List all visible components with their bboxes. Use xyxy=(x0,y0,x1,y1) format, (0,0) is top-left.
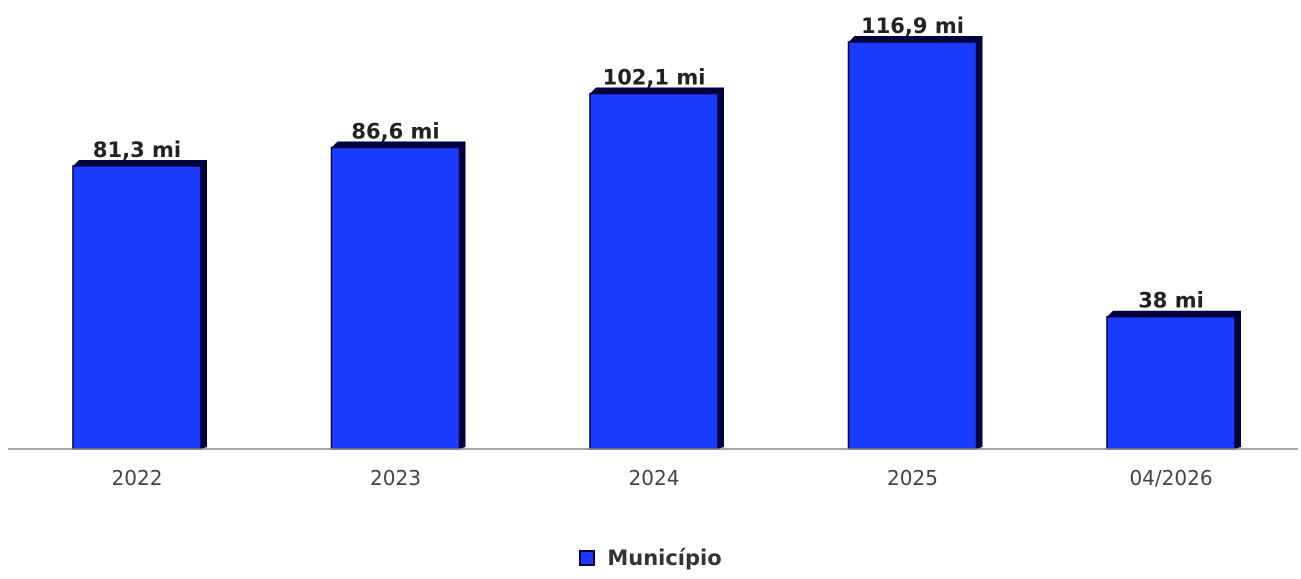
x-tick-label: 2023 xyxy=(370,466,421,490)
bar-2023[interactable] xyxy=(330,141,466,450)
data-label: 86,6 mi xyxy=(351,119,439,143)
x-tick-label: 2025 xyxy=(887,466,938,490)
bar-rect xyxy=(330,146,461,450)
x-tick-labels: 2022 2023 2024 2025 04/2026 xyxy=(112,466,1213,490)
bar-rect xyxy=(1106,315,1236,450)
bars-layer: 81,3 mi 86,6 mi 102,1 mi 116,9 mi 38 mi xyxy=(72,14,1241,450)
x-tick-label: 2022 xyxy=(112,466,163,490)
bar-rect xyxy=(847,41,978,450)
legend-label: Município xyxy=(607,546,722,570)
bar-2022[interactable] xyxy=(72,159,207,450)
bar-rect xyxy=(589,92,719,450)
x-tick-label: 04/2026 xyxy=(1129,466,1212,490)
bar-2025[interactable] xyxy=(847,36,983,450)
legend-item[interactable]: Município xyxy=(579,546,722,570)
data-label: 116,9 mi xyxy=(861,14,964,38)
data-label: 81,3 mi xyxy=(93,138,181,162)
data-label: 102,1 mi xyxy=(603,66,706,90)
bar-rect xyxy=(72,165,202,450)
x-tick-label: 2024 xyxy=(629,466,680,490)
legend-swatch xyxy=(579,550,596,566)
bar-04-2026[interactable] xyxy=(1106,310,1241,450)
legend: Município xyxy=(0,546,1301,570)
data-label: 38 mi xyxy=(1138,289,1204,313)
bar-2024[interactable] xyxy=(589,87,724,450)
